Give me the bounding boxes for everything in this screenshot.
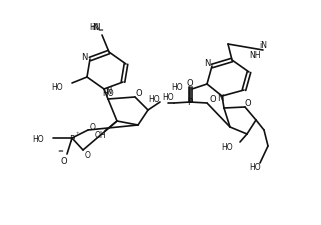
- Text: =: =: [57, 147, 63, 153]
- Text: NH: NH: [249, 51, 261, 60]
- Text: HO: HO: [51, 83, 63, 92]
- Text: N: N: [204, 59, 210, 68]
- Text: P: P: [69, 134, 74, 143]
- Text: N: N: [105, 87, 111, 96]
- Text: OH: OH: [94, 131, 106, 140]
- Text: HO: HO: [162, 93, 174, 102]
- Text: HO: HO: [102, 88, 114, 97]
- Text: O: O: [136, 89, 142, 98]
- Text: P: P: [187, 98, 193, 107]
- Text: O: O: [85, 150, 91, 159]
- Text: O: O: [245, 99, 251, 108]
- Text: O: O: [61, 156, 67, 165]
- Text: HO: HO: [171, 82, 183, 91]
- Text: HO: HO: [148, 95, 160, 104]
- Text: iN: iN: [91, 23, 99, 32]
- Text: HO: HO: [249, 163, 261, 172]
- Text: O: O: [90, 122, 96, 131]
- Text: HO: HO: [32, 134, 44, 143]
- Text: N: N: [217, 94, 223, 103]
- Text: HN: HN: [89, 23, 101, 32]
- Text: HO: HO: [221, 142, 233, 151]
- Text: O: O: [187, 78, 193, 87]
- Text: N: N: [81, 52, 87, 61]
- Text: +: +: [76, 130, 80, 134]
- Text: O: O: [209, 95, 216, 104]
- Text: =: =: [97, 27, 103, 33]
- Text: iN: iN: [259, 41, 267, 50]
